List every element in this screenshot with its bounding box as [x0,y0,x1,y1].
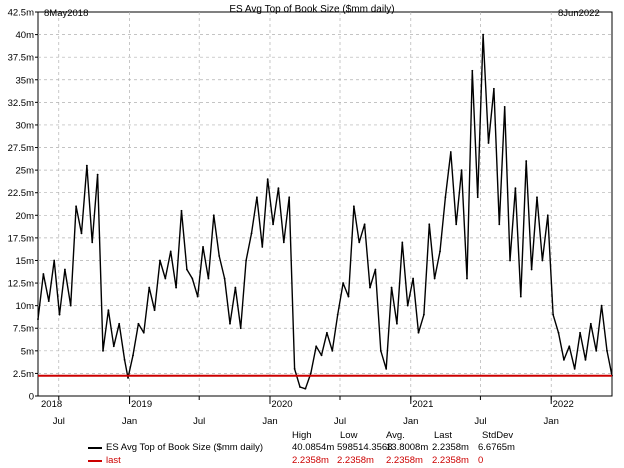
stats-series-last: 2.2358m [432,442,469,453]
chart-title: ES Avg Top of Book Size ($mm daily) [229,4,394,15]
y-tick-label: 25m [16,166,35,177]
y-tick-label: 17.5m [8,233,34,244]
stats-last-avg: 2.2358m [386,455,423,466]
start-date-label: 8May2018 [44,8,88,19]
x-tick-label: Jan [544,416,559,427]
y-tick-label: 22.5m [8,188,34,199]
y-tick-label: 27.5m [8,143,34,154]
stats-last-last: 2.2358m [432,455,469,466]
stats-header-last: Last [434,430,452,441]
legend-label-last: last [106,455,121,466]
x-axis: Jul Jan Jul Jan Jul Jan Jul Jan 2018 2019 2020 2021… [41,396,574,427]
y-tick-label: 32.5m [8,98,34,109]
stats-series-high: 40.0854m [292,442,335,453]
stats-header-high: High [292,430,312,441]
x-year-label: 2021 [412,399,433,410]
x-year-label: 2020 [271,399,292,410]
end-date-label: 8Jun2022 [558,8,600,19]
stats-last-stddev: 0 [478,455,484,466]
stats-last-high: 2.2358m [292,455,329,466]
stats-header-avg: Avg. [386,430,405,441]
x-year-label: 2019 [131,399,152,410]
y-tick-label: 2.5m [13,369,34,380]
stats-last-low: 2.2358m [337,455,374,466]
stats-table: High Low Avg. Last StdDev ES Avg Top of … [0,430,624,468]
y-tick-label: 20m [16,211,35,222]
y-tick-label: 7.5m [13,324,34,335]
stats-series-stddev: 6.6765m [478,442,515,453]
y-tick-label: 15m [16,256,35,267]
y-tick-label: 30m [16,120,35,131]
y-tick-label: 5m [21,346,34,357]
series-layer [37,33,613,390]
x-tick-label: Jul [474,416,486,427]
stats-series-avg: 13.8008m [386,442,429,453]
y-tick-label: 10m [16,301,35,312]
stats-series-low: 598514.3568 [337,442,393,453]
legend-swatch-last [88,460,102,462]
y-tick-label: 40m [16,30,35,41]
x-year-label: 2022 [553,399,574,410]
x-tick-label: Jan [122,416,137,427]
stats-header-stddev: StdDev [482,430,514,441]
y-tick-label: 0 [29,392,34,403]
x-tick-label: Jul [53,416,65,427]
y-axis: 0 2.5m 5m 7.5m 10m 12.5m 15m 17.5m 20m 22.5m 25m 27… [8,8,38,403]
stats-header-low: Low [340,430,358,441]
x-year-label: 2018 [41,399,62,410]
y-tick-label: 37.5m [8,53,34,64]
y-tick-label: 12.5m [8,279,34,290]
x-tick-label: Jul [334,416,346,427]
y-tick-label: 42.5m [8,8,34,19]
x-tick-label: Jul [193,416,205,427]
legend-swatch-series [88,447,102,449]
chart: 0 2.5m 5m 7.5m 10m 12.5m 15m 17.5m 20m 22.5m 25m 27… [8,4,613,427]
series-line [37,33,613,390]
legend-label-series: ES Avg Top of Book Size ($mm daily) [106,442,264,453]
x-tick-label: Jan [262,416,277,427]
x-tick-label: Jan [403,416,418,427]
y-tick-label: 35m [16,75,35,86]
